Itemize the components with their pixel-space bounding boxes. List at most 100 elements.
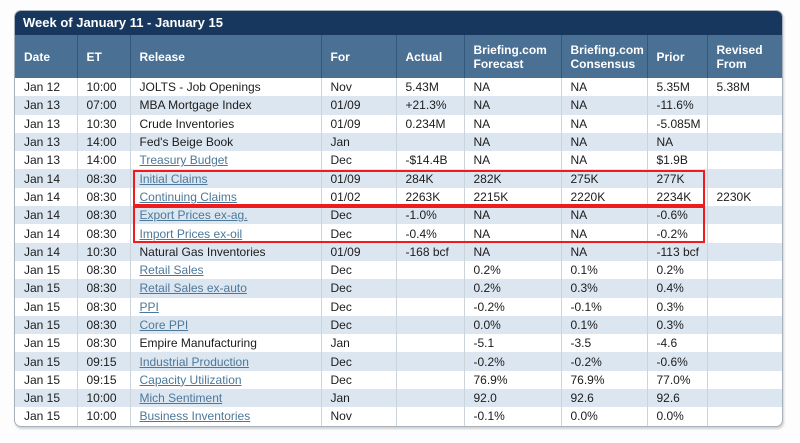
cell-forecast: 92.0 [464,389,562,408]
cell-release: Business Inventories [130,407,322,426]
cell-consensus: NA [561,114,648,133]
cell-prior: 2234K [647,187,708,207]
cell-forecast: NA [464,96,562,115]
table-row: Jan 13 14:00 Fed's Beige Book Jan NA NA NA [15,132,782,152]
column-header-consensus: Briefing.com Consensus [561,35,648,78]
cell-revised [707,407,782,425]
cell-prior: 0.3% [647,315,708,335]
table-row: Jan 14 08:30 Continuing Claims 01/02 2263K 22… [15,187,782,207]
cell-consensus: -3.5 [561,334,648,353]
cell-prior: 0.4% [647,279,708,298]
release-link[interactable]: Mich Sentiment [139,391,223,406]
table-row: Jan 14 08:30 Import Prices ex-oil Dec -0.4% N… [15,224,782,243]
cell-consensus: 92.6 [561,389,648,408]
cell-release: Retail Sales [130,260,322,280]
cell-forecast: NA [464,242,562,261]
cell-for: 01/02 [321,187,397,207]
cell-actual: -$14.4B [396,151,465,170]
cell-et: 10:00 [77,78,131,97]
release-link[interactable]: PPI [139,299,159,314]
cell-revised [707,352,782,370]
cell-consensus: 2220K [561,187,648,207]
cell-release: Retail Sales ex-auto [130,279,322,298]
cell-for: Dec [321,315,397,335]
release-link[interactable]: Treasury Budget [139,153,228,168]
table-row: Jan 14 08:30 Export Prices ex-ag. Dec -1.0% N… [15,206,782,225]
cell-et: 10:30 [77,242,131,261]
cell-forecast: NA [464,78,562,97]
cell-actual [396,315,465,335]
cell-et: 09:15 [77,352,131,371]
release-link[interactable]: Initial Claims [139,171,208,186]
column-header-release: Release [130,35,322,78]
release-link[interactable]: Continuing Claims [139,189,237,204]
cell-consensus: -0.1% [561,297,648,316]
cell-et: 10:30 [77,114,131,133]
cell-for: Dec [321,370,397,390]
cell-actual: -0.4% [396,224,465,243]
cell-release: Export Prices ex-ag. [130,206,322,225]
cell-consensus: 275K [561,169,648,188]
cell-prior: 0.0% [647,407,708,426]
cell-release: Natural Gas Inventories [130,242,322,261]
cell-forecast: NA [464,151,562,170]
cell-release: Continuing Claims [130,187,322,207]
cell-consensus: NA [561,242,648,261]
cell-release: Import Prices ex-oil [130,224,322,243]
cell-actual [396,279,465,298]
cell-revised: 5.38M [716,80,750,95]
cell-release: Empire Manufacturing [130,334,322,353]
release-link[interactable]: Import Prices ex-oil [139,226,243,241]
cell-forecast: 2215K [464,187,562,207]
cell-forecast: -0.2% [464,352,562,371]
cell-for: Jan [321,389,397,408]
cell-for: Dec [321,260,397,280]
cell-for: 01/09 [321,96,397,115]
table-row: Jan 15 08:30 Empire Manufacturing Jan -5.1 -3… [15,334,782,353]
cell-forecast: 282K [464,169,562,188]
cell-date: Jan 14 [15,224,78,243]
table-row: Jan 15 10:00 Mich Sentiment Jan 92.0 92.6 92.6 [15,389,782,408]
cell-prior: 77.0% [647,370,708,390]
cell-revised [707,261,782,279]
release-link[interactable]: Business Inventories [139,409,251,424]
cell-consensus: 0.1% [561,260,648,280]
cell-revised [707,371,782,389]
cell-actual [396,389,465,408]
cell-date: Jan 15 [15,334,78,353]
cell-consensus: -0.2% [561,352,648,371]
cell-et: 10:00 [77,389,131,408]
cell-actual [396,334,465,353]
column-header-et: ET [77,35,131,78]
cell-release: MBA Mortgage Index [130,96,322,115]
cell-release: PPI [130,297,322,316]
release-link[interactable]: Industrial Production [139,354,249,369]
cell-release: Core PPI [130,315,322,335]
cell-for: Jan [321,334,397,353]
cell-prior: 0.3% [647,297,708,316]
cell-et: 08:30 [77,260,131,280]
cell-et: 07:00 [77,96,131,115]
table-row: Jan 14 10:30 Natural Gas Inventories 01/09-… [15,242,782,261]
cell-et: 08:30 [77,334,131,353]
release-link[interactable]: Capacity Utilization [139,372,242,387]
cell-release: Mich Sentiment [130,389,322,408]
cell-revised [707,298,782,316]
release-link[interactable]: Retail Sales ex-auto [139,281,247,296]
cell-forecast: 0.2% [464,279,562,298]
release-link[interactable]: Core PPI [139,318,189,332]
cell-consensus: NA [561,151,648,170]
cell-revised [707,224,782,242]
cell-et: 08:30 [77,169,131,188]
cell-revised [707,243,782,261]
release-link[interactable]: Export Prices ex-ag. [139,208,248,223]
cell-forecast: NA [464,206,562,225]
cell-forecast: 76.9% [464,370,562,390]
column-header-actual: Actual [396,35,465,78]
table-row: Jan 15 10:00 Business Inventories Nov -0.1% 0… [15,407,782,426]
cell-revised [707,133,782,151]
release-link[interactable]: Retail Sales [139,263,204,278]
cell-revised [707,206,782,224]
cell-for: 01/09 [321,114,397,133]
cell-actual: -1.0% [396,206,465,225]
